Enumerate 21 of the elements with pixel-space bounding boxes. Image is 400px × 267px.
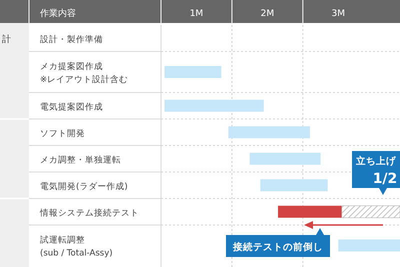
y-tick-label: 試運転調整 (sub / Total-Assy) xyxy=(40,234,113,258)
y-tick-label: メカ提案図作成 ※レイアウト設計含む xyxy=(40,61,128,85)
y-tick-label: 電気開発(ラダー作成) xyxy=(40,180,128,192)
y-tick-label: 電気提案図作成 xyxy=(40,101,103,112)
x-tick-label: 1M xyxy=(190,9,204,19)
y-tick-label: 設計・製作準備 xyxy=(40,34,103,45)
text: 計 xyxy=(2,34,11,45)
annotation: 立ち上げ xyxy=(355,155,397,167)
y-tick-label: メカ調整・単独運転 xyxy=(40,154,121,166)
bar xyxy=(164,66,222,78)
bar xyxy=(342,206,400,218)
x-tick-label: 3M xyxy=(332,9,346,19)
bar xyxy=(338,240,400,252)
y-tick-label: ソフト開発 xyxy=(40,128,85,139)
y-tick-label: 情報システム接続テスト xyxy=(39,207,139,218)
bar xyxy=(250,152,321,165)
bar xyxy=(278,206,342,218)
annotation: 接続テストの前倒し xyxy=(232,241,323,253)
annotation: 1/2 xyxy=(372,171,398,187)
x-tick-label: 2M xyxy=(260,9,274,19)
y-axis-title: 作業内容 xyxy=(39,8,76,19)
